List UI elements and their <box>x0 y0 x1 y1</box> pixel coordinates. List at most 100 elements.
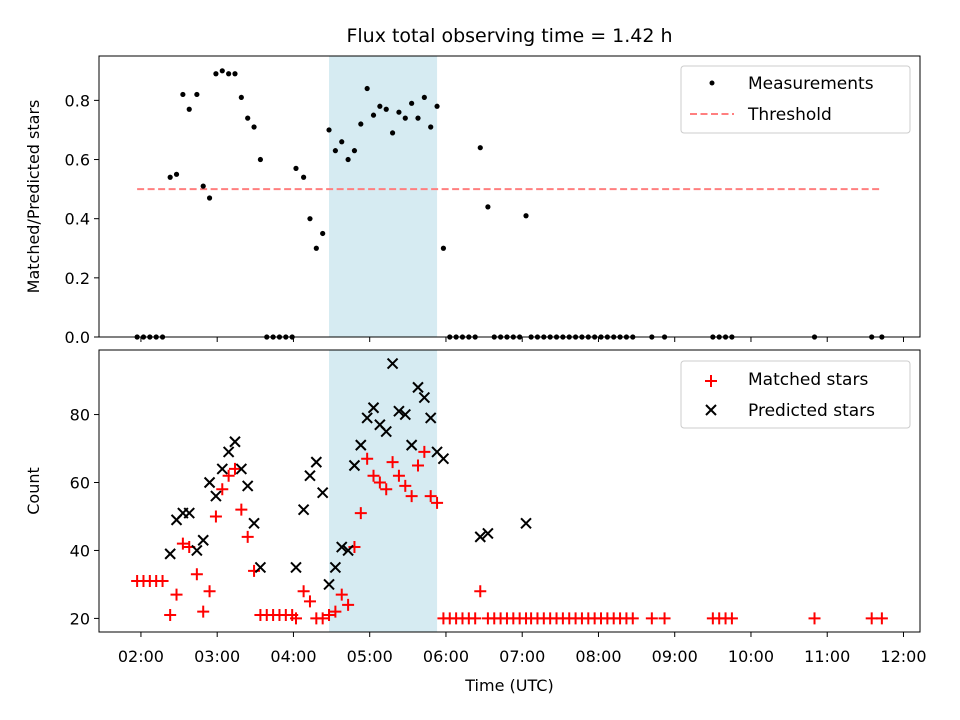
predicted-star-point <box>520 517 532 529</box>
predicted-stars-points <box>164 357 532 591</box>
matched-star-point <box>626 612 639 625</box>
matched-star-point <box>469 612 482 625</box>
predicted-star-point <box>482 527 494 540</box>
predicted-star-point <box>229 436 241 448</box>
measurement-point <box>186 106 192 112</box>
measurement-point <box>402 115 408 121</box>
matched-star-point <box>235 503 248 516</box>
predicted-star-point <box>437 453 450 465</box>
measurement-point <box>320 230 326 237</box>
measurement-point <box>523 213 529 219</box>
bottom-legend-box <box>680 360 911 429</box>
predicted-star-point <box>191 544 203 557</box>
matched-star-point <box>424 490 437 503</box>
predicted-star-point <box>405 439 418 451</box>
measurement-point <box>383 106 389 112</box>
top-ytick-label: 0.2 <box>65 269 90 288</box>
predicted-star-point <box>203 476 216 489</box>
matched-star-point <box>725 612 738 625</box>
top-axes-frame <box>98 55 921 338</box>
matched-star-point <box>808 612 821 625</box>
measurement-point <box>307 216 313 222</box>
matched-star-point <box>316 612 329 625</box>
measurement-point <box>219 68 225 74</box>
legend-matched-marker <box>705 375 717 387</box>
matched-star-point <box>386 456 399 469</box>
matched-star-point <box>875 612 888 625</box>
top-legend: Measurements Threshold <box>680 65 911 134</box>
xtick-label: 12:00 <box>880 647 926 666</box>
measurement-point <box>293 165 299 171</box>
matched-star-point <box>297 585 310 598</box>
matched-star-point <box>335 588 348 601</box>
matched-star-point <box>367 469 380 482</box>
bottom-x-ticks: 02:00 03:00 04:00 05:00 06:00 07:00 08:00 09:00… <box>118 632 927 666</box>
predicted-star-point <box>310 456 323 468</box>
measurement-point <box>428 124 434 130</box>
matched-star-point <box>380 483 393 496</box>
measurement-point <box>421 94 427 101</box>
predicted-star-point <box>348 459 361 472</box>
bottom-axes-frame <box>98 349 921 633</box>
matched-star-point <box>241 530 254 543</box>
top-ytick-label: 0.6 <box>65 151 90 170</box>
matched-star-point <box>303 595 316 608</box>
top-y-axis-label: Matched/Predicted stars <box>24 100 43 294</box>
measurement-point <box>409 100 415 106</box>
measurement-point <box>226 71 232 77</box>
bottom-ytick-label: 80 <box>70 406 90 425</box>
legend-threshold-label: Threshold <box>747 105 832 125</box>
measurement-point <box>377 103 383 109</box>
bottom-y-ticks: 20 40 60 80 <box>70 406 99 628</box>
xtick-label: 09:00 <box>652 647 698 666</box>
measurement-point <box>313 245 319 251</box>
xtick-label: 04:00 <box>270 647 316 666</box>
predicted-star-point <box>164 548 176 560</box>
predicted-star-point <box>304 470 316 482</box>
matched-star-point <box>329 605 342 618</box>
measurement-point <box>326 127 332 133</box>
measurement-point <box>301 174 307 180</box>
predicted-star-point <box>380 425 392 438</box>
measurement-point <box>396 109 402 115</box>
predicted-star-point <box>241 480 254 492</box>
legend-measurements-marker <box>709 80 715 86</box>
predicted-star-point <box>297 503 310 516</box>
predicted-star-point <box>197 534 209 546</box>
predicted-star-point <box>254 561 267 574</box>
bottom-ytick-label: 40 <box>70 541 90 560</box>
matched-star-point <box>156 575 169 588</box>
predicted-star-point <box>216 463 228 475</box>
predicted-star-point <box>336 541 348 553</box>
matched-star-point <box>342 598 355 611</box>
predicted-star-point <box>290 561 302 574</box>
measurement-point <box>232 71 238 77</box>
legend-matched-label: Matched stars <box>748 370 868 390</box>
measurement-point <box>345 156 351 163</box>
measurement-point <box>339 139 345 145</box>
matched-star-point <box>354 507 367 520</box>
measurement-point <box>358 121 364 127</box>
matched-star-point <box>222 469 235 482</box>
predicted-star-point <box>329 561 342 574</box>
predicted-star-point <box>412 381 424 394</box>
matched-star-point <box>373 476 386 489</box>
matched-star-point <box>203 585 216 598</box>
matched-star-point <box>176 537 189 550</box>
top-observing-window-shade <box>329 56 438 337</box>
legend-predicted-label: Predicted stars <box>748 401 875 421</box>
matched-star-point <box>323 609 336 622</box>
predicted-star-point <box>342 544 354 557</box>
predicted-star-point <box>248 517 260 529</box>
predicted-star-point <box>367 402 380 414</box>
chart-title: Flux total observing time = 1.42 h <box>346 25 672 47</box>
matched-star-point <box>216 483 229 496</box>
matched-star-point <box>431 496 444 509</box>
matched-star-point <box>405 490 418 503</box>
matched-star-point <box>228 462 241 475</box>
top-panel: 0.0 0.2 0.4 0.6 0.8 Flux total observing tim… <box>24 25 921 347</box>
xtick-label: 10:00 <box>728 647 774 666</box>
matched-star-point <box>411 459 424 472</box>
